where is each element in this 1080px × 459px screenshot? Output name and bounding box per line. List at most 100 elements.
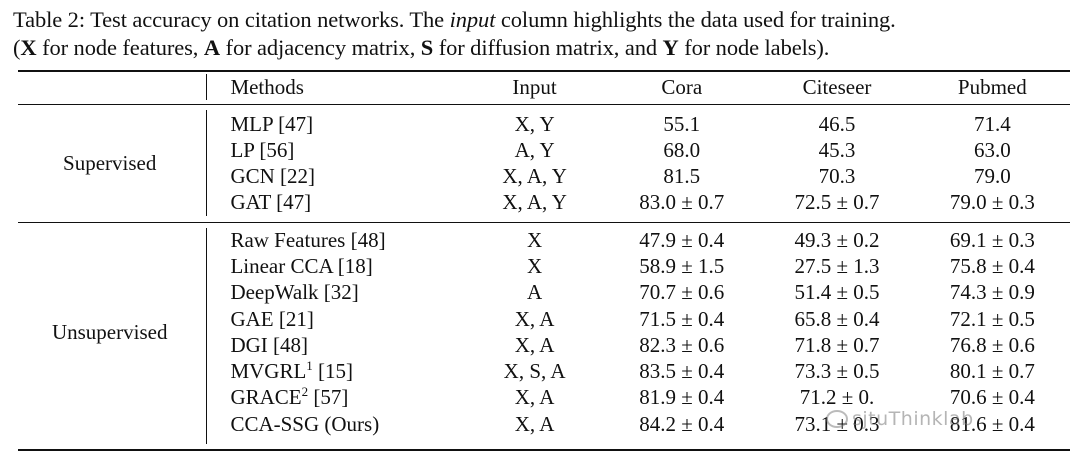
cora-cell: 68.0 bbox=[663, 137, 701, 162]
table-row: MVGRL1 [15] X, S, A 83.5 ± 0.4 73.3 ± 0.5 80… bbox=[18, 358, 1070, 384]
citeseer-cell: 49.3 ± 0.2 bbox=[794, 227, 880, 252]
citeseer-cell: 51.4 ± 0.5 bbox=[794, 280, 880, 305]
method-name: MVGRL1 [15] bbox=[201, 358, 465, 384]
input-cell: X bbox=[527, 253, 543, 278]
pubmed-cell: 81.6 ± 0.4 bbox=[949, 411, 1035, 436]
table-row: Supervised MLP [47] X, Y 55.1 46.5 71.4 bbox=[18, 111, 1070, 175]
caption-text: column highlights the data used for trai… bbox=[495, 7, 896, 32]
footnote-marker: 1 bbox=[306, 358, 313, 374]
pubmed-cell: 70.6 ± 0.4 bbox=[949, 385, 1035, 410]
method-label: Linear CCA [18] bbox=[230, 253, 373, 278]
pubmed-cell: 79.0 ± 0.3 bbox=[949, 189, 1035, 214]
cora-cell: 81.9 ± 0.4 bbox=[639, 385, 725, 410]
method-citation: [57] bbox=[308, 385, 349, 410]
method-name: DGI [48] bbox=[201, 332, 465, 358]
method-name: GAE [21] bbox=[201, 306, 465, 332]
citeseer-cell: 71.2 ± 0. bbox=[799, 385, 875, 410]
unsupervised-section: Unsupervised Raw Features [48] X 47.9 ± 0.4… bbox=[18, 221, 1070, 441]
table-row: GAT [47] X, A, Y 83.0 ± 0.7 72.5 ± 0.7 79.0 … bbox=[18, 189, 1070, 215]
cora-cell: 84.2 ± 0.4 bbox=[639, 411, 725, 436]
method-name: GRACE2 [57] bbox=[201, 385, 465, 411]
table-row: Unsupervised Raw Features [48] X 47.9 ± 0.4… bbox=[18, 227, 1070, 344]
pubmed-cell: 72.1 ± 0.5 bbox=[949, 306, 1035, 331]
pubmed-cell: 75.8 ± 0.4 bbox=[949, 253, 1035, 278]
input-cell: A, Y bbox=[514, 137, 555, 162]
method-label: LP [56] bbox=[230, 137, 295, 162]
pubmed-cell: 63.0 bbox=[973, 137, 1011, 162]
caption-text: Table 2: Test accuracy on citation netwo… bbox=[13, 7, 450, 32]
method-label: GAT [47] bbox=[230, 189, 312, 214]
group-label-unsupervised: Unsupervised bbox=[51, 319, 168, 344]
cora-cell: 81.5 bbox=[663, 163, 701, 188]
input-cell: X, A bbox=[514, 332, 555, 357]
input-cell: X, A bbox=[514, 385, 555, 410]
caption-line-1: Table 2: Test accuracy on citation netwo… bbox=[13, 6, 1073, 34]
method-name: Linear CCA [18] bbox=[201, 253, 465, 279]
cora-cell: 82.3 ± 0.6 bbox=[639, 332, 725, 357]
method-label: CCA-SSG (Ours) bbox=[230, 411, 380, 436]
caption-italic-input: input bbox=[449, 7, 496, 32]
pubmed-cell: 71.4 bbox=[973, 111, 1011, 136]
footnote-marker: 2 bbox=[301, 384, 309, 400]
citeseer-cell: 27.5 ± 1.3 bbox=[794, 253, 880, 278]
pubmed-cell: 79.0 bbox=[973, 163, 1011, 188]
method-name: Raw Features [48] bbox=[201, 227, 465, 253]
input-cell: X, S, A bbox=[503, 359, 566, 384]
table-row: DeepWalk [32] A 70.7 ± 0.6 51.4 ± 0.5 74.3 ±… bbox=[18, 280, 1070, 306]
citeseer-cell: 65.8 ± 0.4 bbox=[794, 306, 880, 331]
method-name: DeepWalk [32] bbox=[201, 280, 465, 306]
input-cell: X, A, Y bbox=[502, 163, 567, 188]
input-cell: X bbox=[527, 227, 543, 252]
caption-text: for adjacency matrix, bbox=[220, 35, 421, 60]
citeseer-cell: 72.5 ± 0.7 bbox=[794, 189, 880, 214]
input-cell: A bbox=[527, 280, 543, 305]
method-label: MVGRL bbox=[230, 359, 307, 384]
caption-line-2: (X for node features, A for adjacency ma… bbox=[13, 34, 1073, 62]
header-input: Input bbox=[512, 74, 557, 99]
method-name: GCN [22] bbox=[201, 163, 465, 189]
citeseer-cell: 45.3 bbox=[818, 137, 856, 162]
caption-symbol-y: Y bbox=[662, 35, 679, 60]
table-row: LP [56] A, Y 68.0 45.3 63.0 bbox=[18, 137, 1070, 163]
wechat-icon bbox=[826, 410, 848, 428]
method-label: DGI [48] bbox=[230, 332, 308, 357]
method-name: LP [56] bbox=[201, 137, 465, 163]
method-label: GAE [21] bbox=[230, 306, 314, 331]
header-group-empty bbox=[18, 70, 201, 104]
results-table: Methods Input Cora Citeseer Pubmed Super… bbox=[18, 70, 1070, 441]
citeseer-cell: 73.3 ± 0.5 bbox=[794, 359, 880, 384]
method-label: GRACE bbox=[230, 385, 302, 410]
pubmed-cell: 74.3 ± 0.9 bbox=[949, 280, 1035, 305]
header-vertical-rule bbox=[206, 74, 207, 100]
cora-cell: 58.9 ± 1.5 bbox=[639, 253, 725, 278]
pubmed-cell: 69.1 ± 0.3 bbox=[949, 227, 1035, 252]
cora-cell: 70.7 ± 0.6 bbox=[639, 280, 725, 305]
method-label: GCN [22] bbox=[230, 163, 316, 188]
table-row: Linear CCA [18] X 58.9 ± 1.5 27.5 ± 1.3 75.8… bbox=[18, 253, 1070, 279]
citeseer-cell: 71.8 ± 0.7 bbox=[794, 332, 880, 357]
supervised-section: Supervised MLP [47] X, Y 55.1 46.5 71.4 LP [56… bbox=[18, 104, 1070, 221]
header-citeseer: Citeseer bbox=[802, 74, 872, 99]
bottom-rule bbox=[18, 449, 1070, 451]
pubmed-cell: 76.8 ± 0.6 bbox=[949, 332, 1035, 357]
input-cell: X, Y bbox=[514, 111, 555, 136]
top-rule bbox=[18, 70, 1070, 72]
caption-symbol-x: X bbox=[20, 35, 37, 60]
input-cell: X, A bbox=[514, 411, 555, 436]
table-row: GCN [22] X, A, Y 81.5 70.3 79.0 bbox=[18, 163, 1070, 189]
method-label: Raw Features [48] bbox=[230, 227, 386, 252]
caption-symbol-s: S bbox=[420, 35, 434, 60]
watermark: sjtuThinklab bbox=[826, 408, 974, 430]
caption-text: for node labels). bbox=[678, 35, 830, 60]
cora-cell: 83.0 ± 0.7 bbox=[639, 189, 725, 214]
citeseer-cell: 70.3 bbox=[818, 163, 856, 188]
input-cell: X, A bbox=[514, 306, 555, 331]
table-row: GAE [21] X, A 71.5 ± 0.4 65.8 ± 0.4 72.1 ± 0… bbox=[18, 306, 1070, 332]
cora-cell: 55.1 bbox=[663, 111, 701, 136]
caption-text: for diffusion matrix, and bbox=[433, 35, 663, 60]
cora-cell: 71.5 ± 0.4 bbox=[639, 306, 725, 331]
header-rule bbox=[18, 104, 1070, 105]
cora-cell: 83.5 ± 0.4 bbox=[639, 359, 725, 384]
group-label-supervised: Supervised bbox=[63, 150, 157, 175]
table-caption: Table 2: Test accuracy on citation netwo… bbox=[13, 6, 1073, 62]
